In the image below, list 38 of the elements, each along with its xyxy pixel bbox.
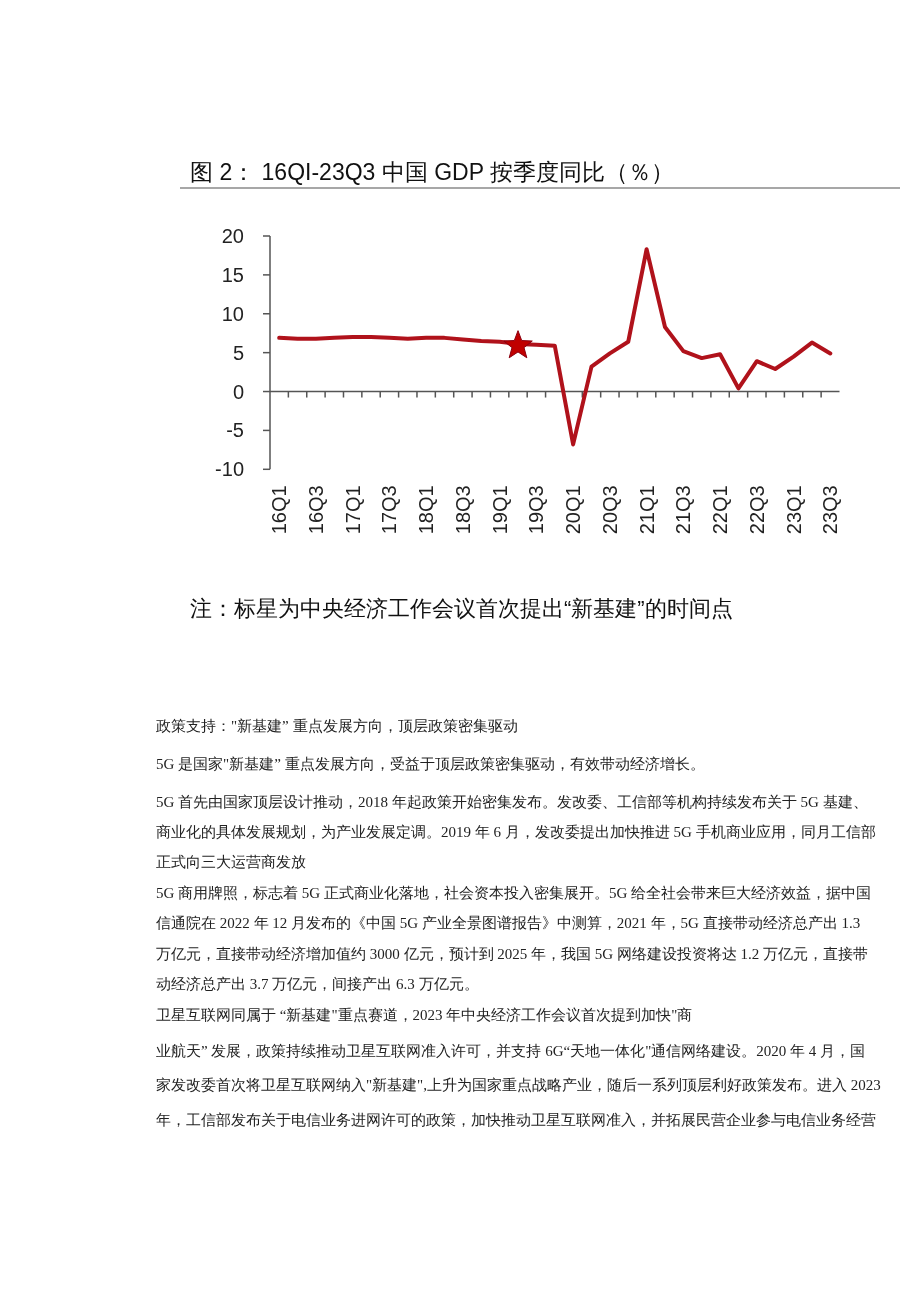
x-tick-label: 21Q3 <box>672 485 695 535</box>
y-tick-label: 15 <box>221 263 244 286</box>
text: 万亿元，直接带动经济增加值约 3000 亿元，预计到 2025 年，我国 5G 网络建设投资将达 1.2 万亿元，直接带 <box>156 946 869 962</box>
text: 动经济总产出 3.7 万亿元，间接产出 6.3 万亿元。 <box>156 976 479 992</box>
text: 5G 是国家"新基建” 重点发展方向，受益于顶层政策密集驱动，有效带动经济增长。 <box>156 756 705 772</box>
x-tick-label: 21Q1 <box>635 485 658 535</box>
y-tick-label: 20 <box>221 225 244 247</box>
x-tick-label: 20Q1 <box>562 485 585 535</box>
x-tick-label: 18Q3 <box>451 485 474 535</box>
text: 注：标星为中央经济工作会议首次提出“新基建”的时间点 <box>190 595 733 621</box>
text: 政策支持："新基建” 重点发展方向，顶层政策密集驱动 <box>156 718 518 734</box>
chart-title: 图 2： 16QI-23Q3 中国 GDP 按季度同比（％） <box>190 159 674 185</box>
x-tick-label: 23Q3 <box>819 485 842 535</box>
y-tick-label: -5 <box>226 419 244 442</box>
x-tick-label: 22Q3 <box>745 485 768 535</box>
text: 5G 首先由国家顶层设计推动，2018 年起政策开始密集发布。发改委、工信部等机构持续发布关于 5G 基建、 <box>156 794 868 810</box>
x-tick-label: 17Q3 <box>378 485 401 535</box>
y-tick-label: 0 <box>232 380 244 403</box>
text: 商业化的具体发展规划，为产业发展定调。2019 年 6 月，发改委提出加快推进 5G 手机商业应用，同月工信部 <box>156 823 876 840</box>
text: 家发改委首次将卫星互联网纳入"新基建",上升为国家重点战略产业，随后一系列顶层利好政策发布。进入 2023 <box>156 1077 881 1093</box>
y-tick-label: 5 <box>232 341 244 364</box>
x-tick-label: 17Q1 <box>341 485 364 535</box>
text: 正式向三大运营商发放 <box>156 853 306 870</box>
text: 年，工信部发布关于电信业务进网许可的政策，加快推动卫星互联网准入，并拓展民营企业参与电信业务经营 <box>156 1112 876 1128</box>
text: 5G 商用牌照，标志着 5G 正式商业化落地，社会资本投入密集展开。5G 给全社会带来巨大经济效益，据中国 <box>156 884 871 901</box>
x-tick-label: 20Q3 <box>598 485 621 535</box>
x-tick-label: 18Q1 <box>415 485 438 535</box>
text: 卫星互联网同属于 “新基建"重点赛道，2023 年中央经济工作会议首次提到加快"商 <box>156 1007 693 1023</box>
x-tick-label: 19Q1 <box>488 485 511 535</box>
x-tick-label: 23Q1 <box>782 485 805 535</box>
y-tick-label: 10 <box>221 302 244 325</box>
x-tick-label: 16Q3 <box>304 485 327 535</box>
x-tick-label: 19Q3 <box>525 485 548 535</box>
text: 信通院在 2022 年 12 月发布的《中国 5G 产业全景图谱报告》中测算，2021 年，5G 直接带动经济总产出 1.3 <box>156 914 861 931</box>
text: 业航天” 发展，政策持续推动卫星互联网准入许可，并支持 6G“天地一体化"通信网络建设。2020 年 4 月，国 <box>156 1043 866 1059</box>
x-tick-label: 22Q1 <box>709 485 732 535</box>
x-tick-label: 16Q1 <box>268 485 291 535</box>
y-tick-label: -10 <box>215 458 244 481</box>
